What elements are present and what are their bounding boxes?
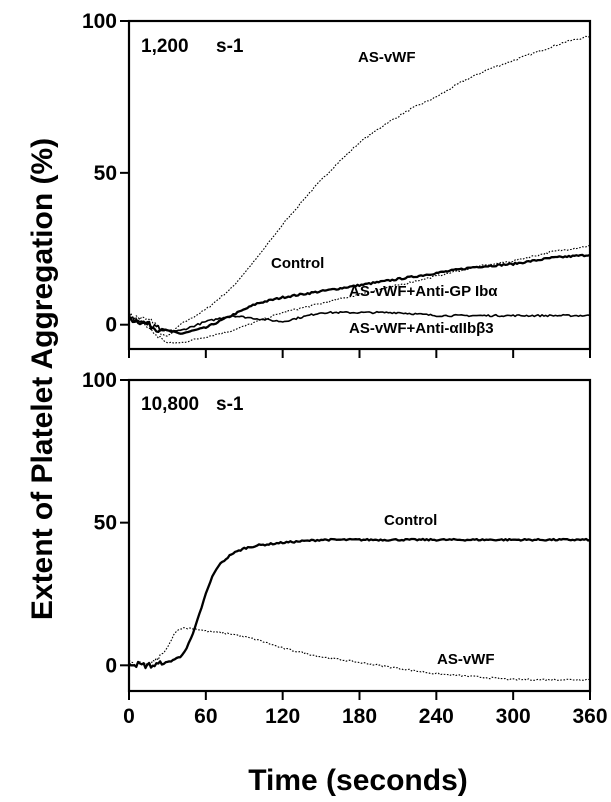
series-label-control: Control: [271, 255, 324, 272]
series-line-3: [128, 310, 591, 333]
panel-unit: s-1: [216, 36, 244, 57]
series-line-2: [128, 245, 590, 344]
panel-ticks: 0 50 100: [82, 10, 591, 358]
y-tick-label: 100: [82, 10, 117, 33]
panel-frame: [127, 378, 592, 693]
series-line-0: [128, 537, 591, 670]
x-tick-label: 180: [342, 705, 377, 728]
x-tick-label: 360: [572, 705, 607, 728]
y-tick-label: 50: [94, 162, 117, 185]
x-tick-label: 0: [123, 705, 135, 728]
series-line-0: [128, 35, 591, 337]
x-tick-label: 240: [419, 705, 454, 728]
series-line-1: [127, 253, 591, 335]
y-tick-label: 50: [94, 512, 117, 535]
series-label-control: Control: [384, 512, 437, 529]
y-axis-title: Extent of Platelet Aggregation (%): [26, 138, 59, 620]
panel-label: 10,800: [141, 394, 199, 415]
y-tick-label: 100: [82, 369, 117, 392]
series-lines: [128, 537, 591, 681]
series-lines: [127, 35, 591, 344]
panel-ticks: 0 50 100 0 60 120 180 240 300 360: [82, 369, 608, 728]
series-label-anti-gp-iba: AS-vWF+Anti-GP Ibα: [349, 283, 498, 300]
series-line-1: [128, 627, 591, 681]
series-label-as-vwf: AS-vWF: [437, 651, 495, 668]
y-tick-label: 0: [105, 654, 117, 677]
x-axis-title: Time (seconds): [248, 764, 468, 797]
panel-shear-10800: 0 50 100 0 60 120 180 240 300 360 10,800 s-1 Cont…: [82, 369, 608, 728]
panel-unit: s-1: [216, 394, 244, 415]
series-label-as-vwf: AS-vWF: [358, 49, 416, 66]
panel-shear-1200: 0 50 100 1,200 s-1 AS-vWF Control AS-vWF+A…: [82, 10, 592, 358]
x-tick-label: 60: [194, 705, 217, 728]
x-tick-label: 120: [265, 705, 300, 728]
x-tick-label: 300: [496, 705, 531, 728]
panel-label: 1,200: [141, 36, 189, 57]
series-label-anti-aiib-b3: AS-vWF+Anti-αIIbβ3: [349, 320, 494, 337]
y-tick-label: 0: [105, 314, 117, 337]
